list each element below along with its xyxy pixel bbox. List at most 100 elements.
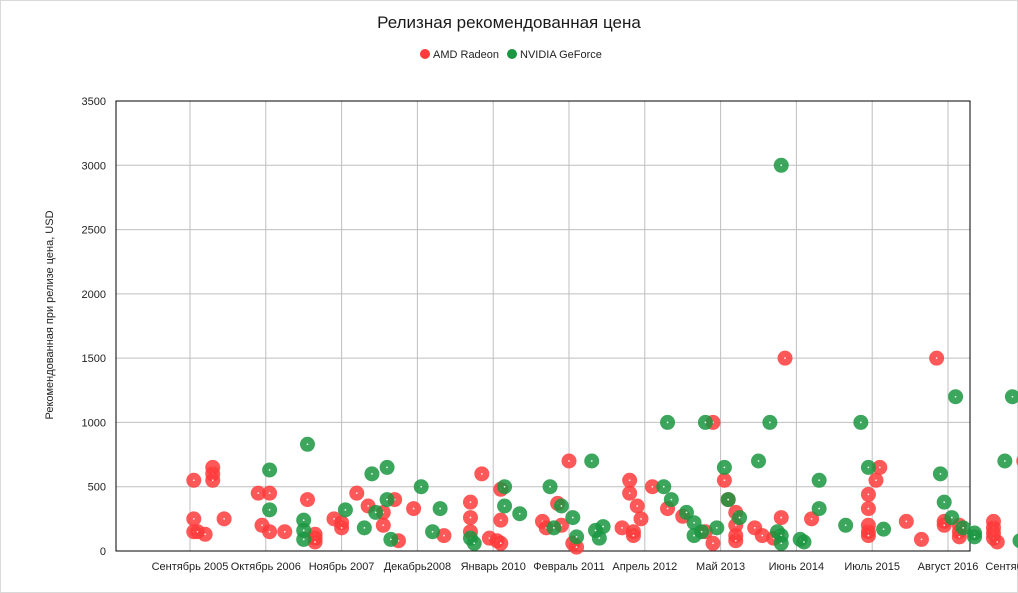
point-center — [651, 485, 654, 488]
legend-amd-label: AMD Radeon — [433, 49, 499, 61]
x-tick-label: Апрель 2012 — [612, 561, 677, 573]
x-tick-label: Январь 2010 — [461, 561, 526, 573]
point-center — [905, 520, 908, 523]
y-tick-label: 2500 — [82, 225, 106, 237]
point-center — [568, 460, 570, 462]
point-center — [192, 517, 195, 520]
point-center — [973, 535, 976, 538]
legend-amd-marker — [420, 49, 430, 59]
legend-item-amd[interactable]: AMD Radeon — [420, 49, 499, 61]
point-center — [753, 526, 756, 529]
x-tick-label: Февраль 2011 — [533, 561, 604, 573]
x-tick-label: Июль 2015 — [844, 561, 900, 573]
point-center — [700, 530, 703, 533]
point-center — [723, 479, 726, 482]
legend: AMD Radeon NVIDIA GeForce — [420, 49, 602, 61]
point-center — [594, 529, 597, 532]
point-center — [780, 516, 783, 519]
point-center — [192, 479, 195, 482]
point-center — [499, 519, 502, 522]
point-center — [480, 472, 483, 475]
point-center — [367, 505, 370, 507]
legend-nvidia-label: NVIDIA GeForce — [520, 49, 602, 61]
point-center — [302, 538, 305, 541]
point-center — [340, 526, 343, 529]
point-center — [571, 516, 574, 519]
point-center — [628, 492, 631, 495]
point-center — [666, 507, 669, 510]
point-center — [386, 466, 388, 469]
point-center — [962, 526, 965, 529]
series-nvidia-geforce — [262, 157, 1018, 551]
point-center — [867, 493, 870, 496]
point-center — [727, 498, 730, 501]
y-axis-ticks: 0 500 1000 1500 2000 2500 3000 3500 — [82, 96, 106, 558]
point-center — [818, 507, 821, 510]
point-center — [780, 542, 783, 545]
point-center — [875, 479, 877, 482]
x-tick-label: Сентябрь 2005 — [152, 561, 229, 573]
point-center — [590, 460, 593, 462]
point-center — [344, 508, 347, 511]
point-center — [738, 516, 741, 519]
point-center — [598, 537, 601, 540]
point-center — [878, 466, 881, 469]
point-center — [685, 511, 688, 514]
point-center — [882, 528, 885, 531]
point-center — [257, 492, 260, 495]
plot-area-border — [115, 100, 971, 552]
point-center — [996, 541, 999, 543]
point-center — [723, 466, 726, 469]
point-center — [503, 505, 506, 507]
point-center — [712, 542, 714, 545]
point-center — [302, 529, 305, 532]
point-center — [715, 526, 718, 529]
point-center — [935, 357, 938, 360]
point-center — [810, 517, 813, 520]
point-center — [662, 485, 665, 488]
point-center — [803, 541, 805, 543]
point-center — [943, 501, 946, 504]
point-center — [268, 508, 271, 511]
point-center — [1003, 460, 1006, 462]
point-center — [768, 421, 771, 424]
point-center — [844, 524, 847, 527]
point-center — [602, 525, 605, 528]
point-center — [518, 512, 521, 515]
legend-nvidia-marker — [507, 49, 517, 59]
point-center — [628, 479, 631, 482]
point-center — [670, 498, 673, 501]
point-center — [666, 421, 669, 424]
point-center — [306, 498, 309, 501]
point-center — [363, 526, 366, 529]
point-center — [693, 521, 695, 524]
legend-item-nvidia[interactable]: NVIDIA GeForce — [507, 49, 602, 61]
point-center — [575, 535, 578, 538]
x-tick-label: Декабрь2008 — [384, 561, 451, 573]
point-center — [374, 511, 377, 514]
point-center — [757, 460, 760, 462]
chart-title: Релизная рекомендованная цена — [377, 13, 641, 32]
x-tick-label: Октябрь 2006 — [231, 561, 301, 573]
point-center — [355, 492, 358, 495]
point-center — [439, 507, 442, 510]
point-center — [223, 517, 226, 520]
point-center — [575, 546, 578, 549]
y-axis-title: Рекомендованная при релизе цена, USD — [44, 210, 56, 419]
point-center — [420, 485, 423, 488]
x-axis-ticks: Сентябрь 2005 Октябрь 2006 Ноябрь 2007 Дека… — [152, 561, 1018, 573]
point-center — [943, 524, 946, 527]
point-center — [818, 479, 821, 482]
point-center — [636, 505, 639, 507]
x-tick-label: Июнь 2014 — [769, 561, 825, 573]
y-tick-label: 1500 — [82, 353, 106, 365]
point-center — [1011, 395, 1014, 398]
point-center — [314, 541, 316, 543]
point-center — [211, 479, 214, 482]
point-center — [302, 519, 305, 522]
point-center — [268, 530, 271, 533]
point-center — [950, 516, 953, 519]
x-tick-label: Август 2016 — [918, 561, 979, 573]
point-center — [382, 524, 385, 527]
